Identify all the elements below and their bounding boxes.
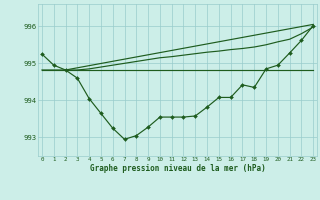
X-axis label: Graphe pression niveau de la mer (hPa): Graphe pression niveau de la mer (hPa) <box>90 164 266 173</box>
